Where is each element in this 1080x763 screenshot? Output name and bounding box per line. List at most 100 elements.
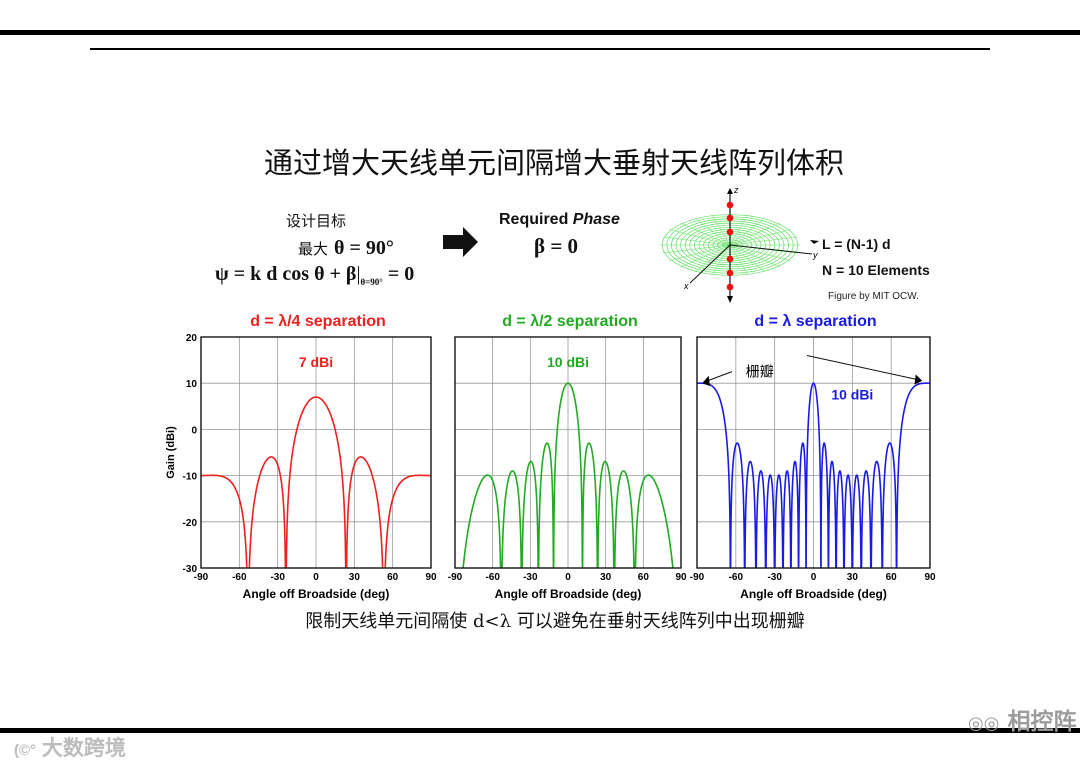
x-axis-title: Angle off Broadside (deg) [243,587,390,601]
array-element-dot [726,214,734,222]
pattern-spoke [711,244,731,276]
radiation-pattern-3d: z y x [660,185,819,303]
bottom-rule [0,728,1080,733]
watermark-right: ◎◎ 相控阵 [968,709,1077,735]
x-axis-title: Angle off Broadside (deg) [740,587,887,601]
array-element-dot [726,269,734,277]
pattern-spoke [694,217,731,246]
x-axis-title: Angle off Broadside (deg) [495,587,642,601]
grating-lobe-label: 栅瓣 [746,364,774,380]
chart-1: -90 -60 -30 0 30 60 90 Angle off Broadside (deg… [165,313,437,601]
length-arrowhead [810,240,819,244]
slide-title: 通过增大天线单元间隔增大垂射天线阵列体积 [263,146,844,180]
x-tick-label: 30 [600,572,612,583]
z-axis-label: z [733,185,739,195]
pattern-spoke [669,229,731,246]
right-arrow-icon [443,227,478,257]
x-tick-label: 60 [886,572,898,583]
slide-caption: 限制天线单元间隔使 d<λ 可以避免在垂射天线阵列中出现栅瓣 [305,611,805,632]
array-element-dot [726,283,734,291]
series-line [697,382,930,568]
peak-annotation: 10 dBi [831,386,873,402]
pattern-spoke [729,222,780,246]
pattern-spoke [729,244,780,268]
x-tick-label: 0 [313,572,319,583]
design-goal-label: 设计目标 [286,212,347,230]
max-condition-row: 最大 θ = 90° [298,237,394,260]
plot-frame [454,336,682,569]
y-axis-label: y [812,250,818,260]
x-tick-label: 0 [565,572,571,583]
array-element-dot [726,201,734,209]
top-thin-rule [90,48,990,50]
array-element-dot [726,255,734,263]
plot-frame [696,336,931,569]
y-tick-label: -20 [183,518,198,529]
required-phase-label: Required Phase [499,211,620,228]
peak-annotation: 7 dBi [299,354,333,370]
chart-2: -90 -60 -30 0 30 60 90 Angle off Broadside (deg… [448,313,687,601]
x-tick-label: 0 [811,572,817,583]
grating-arrowhead-right [914,374,923,385]
pattern-spoke [662,244,731,254]
y-axis-title: Gain (dBi) [165,426,177,479]
x-axis-line [689,244,731,284]
chart-title: d = λ separation [754,313,876,330]
pattern-spoke [729,214,749,246]
series-line [201,396,431,568]
x-tick-label: 30 [847,572,859,583]
pattern-spoke [680,244,731,268]
x-tick-label: 90 [924,572,936,583]
x-tick-label: 90 [425,572,437,583]
x-tick-label: -60 [232,572,247,583]
x-tick-label: 30 [349,572,361,583]
pattern-spoke [711,214,731,246]
x-tick-label: -30 [767,572,782,583]
chart-3: -90 -60 -30 0 30 60 90 Angle off Broadside (deg… [690,313,936,601]
beta-equation: β = 0 [534,234,579,258]
x-tick-label: -60 [485,572,500,583]
x-tick-label: -60 [729,572,744,583]
y-tick-label: 10 [186,379,198,390]
grating-arrowhead-left [702,375,710,386]
x-tick-label: 60 [638,572,650,583]
array-element-dot [726,228,734,236]
psi-subscript: θ=90° [360,277,383,287]
y-tick-label: 0 [191,425,197,436]
watermark-logo-icon: (©° [14,742,37,759]
psi-main: ψ = k d cos θ + β [215,263,357,285]
figure-credit: Figure by MIT OCW. [828,291,919,302]
max-condition: θ = 90° [334,237,394,259]
max-label: 最大 [298,240,329,258]
x-tick-label: -90 [448,572,463,583]
pattern-spoke [729,244,749,276]
chart-title: d = λ/2 separation [502,313,638,330]
peak-annotation: 10 dBi [547,354,589,370]
grating-arrow-right [806,354,918,380]
x-tick-label: -90 [194,572,209,583]
pattern-spoke [729,236,798,246]
pattern-spoke [729,217,766,246]
x-tick-label: 90 [675,572,687,583]
chart-title: d = λ/4 separation [250,313,386,330]
pattern-spoke [669,244,731,261]
pattern-spoke [729,244,791,261]
psi-equation: ψ = k d cos θ + β|θ=90° = 0 [215,263,415,287]
x-axis-label: x [683,281,689,291]
elements-label: N = 10 Elements [822,262,930,278]
y-axis-line [729,244,813,255]
x-tick-label: 60 [387,572,399,583]
wechat-icon: ◎◎ [968,713,1000,734]
plot-frame [200,336,432,569]
top-thick-rule [0,30,1080,35]
pattern-spoke [680,222,731,246]
pattern-spoke [662,236,731,246]
x-tick-label: -90 [690,572,705,583]
grating-arrow-left [707,371,733,382]
series-line [462,382,674,568]
pattern-spoke [694,244,731,273]
y-tick-label: -30 [183,564,198,575]
y-tick-label: -10 [183,472,198,483]
x-tick-label: -30 [523,572,538,583]
